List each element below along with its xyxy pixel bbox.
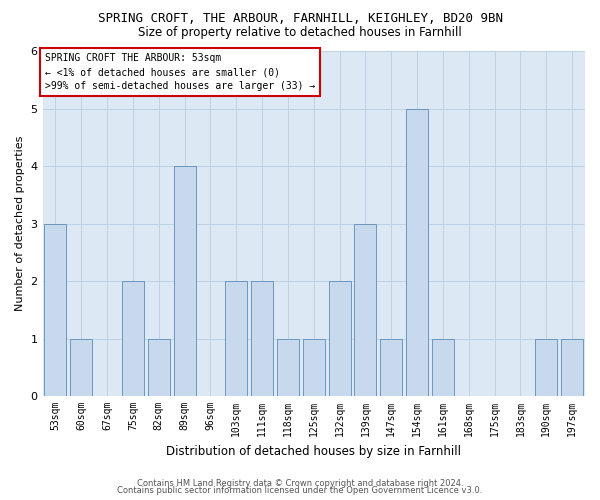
- Bar: [225, 281, 247, 396]
- Text: SPRING CROFT THE ARBOUR: 53sqm
← <1% of detached houses are smaller (0)
>99% of : SPRING CROFT THE ARBOUR: 53sqm ← <1% of …: [45, 53, 316, 91]
- Bar: [173, 166, 196, 396]
- Bar: [535, 338, 557, 396]
- Bar: [44, 224, 67, 396]
- Bar: [406, 109, 428, 396]
- Bar: [561, 338, 583, 396]
- Y-axis label: Number of detached properties: Number of detached properties: [15, 136, 25, 312]
- Text: SPRING CROFT, THE ARBOUR, FARNHILL, KEIGHLEY, BD20 9BN: SPRING CROFT, THE ARBOUR, FARNHILL, KEIG…: [97, 12, 503, 26]
- Bar: [380, 338, 402, 396]
- Bar: [251, 281, 273, 396]
- Bar: [148, 338, 170, 396]
- Bar: [277, 338, 299, 396]
- Bar: [432, 338, 454, 396]
- Text: Size of property relative to detached houses in Farnhill: Size of property relative to detached ho…: [138, 26, 462, 39]
- Bar: [122, 281, 144, 396]
- Bar: [303, 338, 325, 396]
- Bar: [355, 224, 376, 396]
- X-axis label: Distribution of detached houses by size in Farnhill: Distribution of detached houses by size …: [166, 444, 461, 458]
- Text: Contains HM Land Registry data © Crown copyright and database right 2024.: Contains HM Land Registry data © Crown c…: [137, 478, 463, 488]
- Bar: [329, 281, 350, 396]
- Text: Contains public sector information licensed under the Open Government Licence v3: Contains public sector information licen…: [118, 486, 482, 495]
- Bar: [70, 338, 92, 396]
